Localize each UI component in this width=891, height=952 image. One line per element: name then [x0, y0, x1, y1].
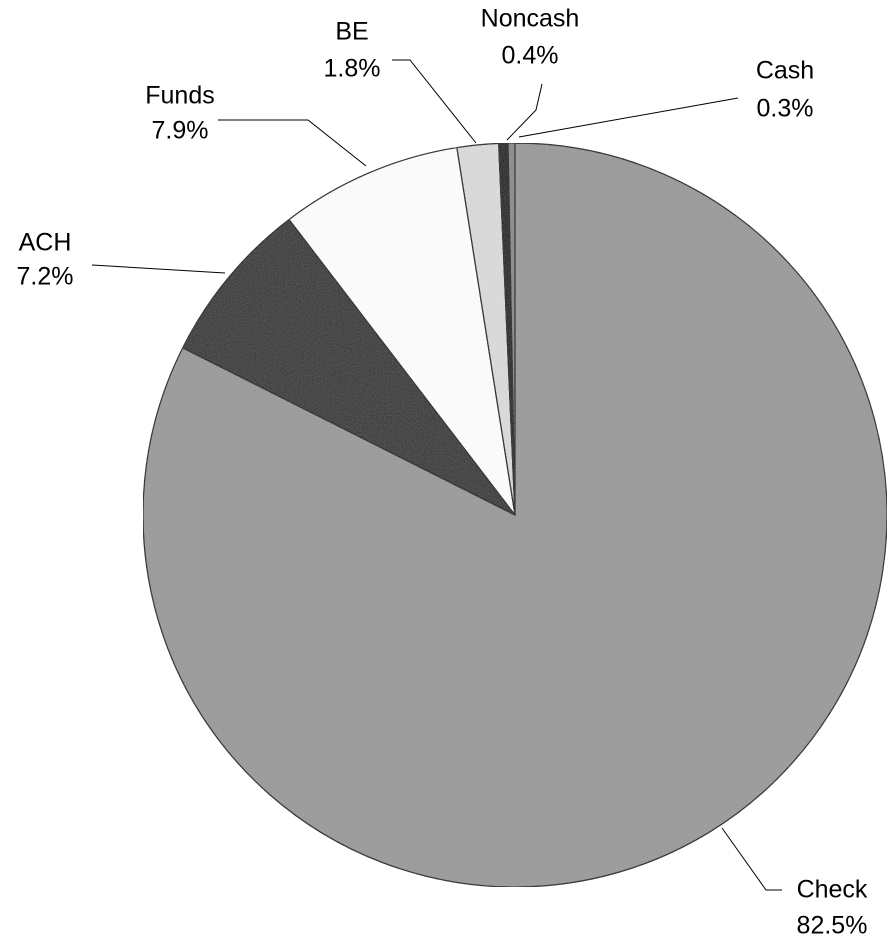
- leader-line: [218, 119, 367, 167]
- leader-line: [518, 97, 739, 138]
- pie-slice: [507, 142, 516, 516]
- slice-label: BE: [335, 18, 368, 46]
- value-label: 0.3%: [757, 95, 814, 123]
- pie: [142, 142, 888, 888]
- leader-line: [721, 827, 782, 891]
- leader-line: [392, 59, 477, 144]
- value-label: 7.9%: [152, 117, 209, 145]
- pie-slice: [288, 146, 516, 516]
- slice-label: Funds: [145, 82, 214, 110]
- leader-line: [506, 83, 543, 141]
- slice-label: ACH: [19, 229, 72, 257]
- pie-slice: [181, 218, 516, 516]
- value-label: 0.4%: [502, 42, 559, 70]
- leader-line: [91, 264, 226, 274]
- slice-label: Cash: [756, 57, 814, 85]
- labels: Check 82.5% ACH 7.2% Funds 7.9% BE 1.8% Noncash 0…: [17, 5, 868, 940]
- value-label: 7.2%: [17, 263, 74, 291]
- slice-label: Noncash: [481, 5, 580, 33]
- value-label: 1.8%: [324, 55, 381, 83]
- value-label: 82.5%: [797, 912, 868, 940]
- slice-label: Check: [797, 876, 868, 904]
